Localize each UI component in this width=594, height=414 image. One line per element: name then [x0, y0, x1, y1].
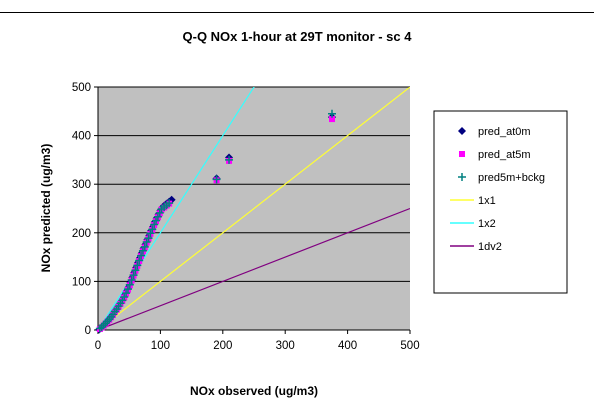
legend-swatch-marker [458, 173, 466, 181]
point-pred5m+bckg [131, 266, 140, 275]
legend-label: 1dv2 [478, 241, 502, 253]
x-tick-label: 0 [95, 340, 101, 352]
x-tick-label: 300 [276, 340, 295, 352]
y-tick-label: 300 [72, 179, 91, 191]
legend-swatch-marker [458, 127, 466, 135]
point-pred5m+bckg [148, 225, 157, 234]
y-tick-label: 0 [85, 325, 91, 337]
legend-label: pred5m+bckg [478, 172, 545, 184]
legend-item-pred_at5m: pred_at5m [459, 149, 531, 161]
point-pred5m+bckg [165, 199, 174, 208]
point-pred5m+bckg [328, 109, 336, 118]
point-pred5m+bckg [150, 220, 159, 229]
point-pred5m+bckg [153, 212, 162, 221]
point-pred5m+bckg [122, 289, 131, 298]
plot-area: 0 100 200 300 400 500 0 100 200 300 400 500 [72, 82, 420, 352]
legend-item-1x2: 1x2 [450, 218, 496, 230]
y-tick-label: 100 [72, 276, 91, 288]
point-pred5m+bckg [142, 238, 151, 247]
legend-item-pred_at0m: pred_at0m [458, 126, 531, 138]
legend-item-1dv2: 1dv2 [450, 241, 502, 253]
y-tick-label: 200 [72, 228, 91, 240]
y-tick-label: 400 [72, 131, 91, 143]
legend-label: 1x1 [478, 195, 496, 207]
point-pred5m+bckg [152, 216, 161, 225]
legend-box [433, 110, 568, 294]
point-pred5m+bckg [140, 242, 149, 251]
x-axis-label: NOx observed (ug/m3) [190, 384, 318, 398]
legend-label: 1x2 [478, 218, 496, 230]
legend-label: pred_at5m [478, 149, 531, 161]
top-rule [0, 12, 594, 13]
legend-label: pred_at0m [478, 126, 531, 138]
point-pred5m+bckg [225, 155, 234, 164]
x-tick-label: 200 [213, 340, 232, 352]
point-pred5m+bckg [137, 251, 146, 260]
point-pred5m+bckg [125, 280, 134, 289]
series-line-1dv2 [98, 207, 410, 330]
chart-title: Q-Q NOx 1-hour at 29T monitor - sc 4 [183, 29, 413, 44]
point-pred5m+bckg [212, 175, 221, 184]
point-pred_at5m [329, 116, 335, 123]
point-pred5m+bckg [120, 292, 129, 301]
y-tick-label: 500 [72, 82, 91, 94]
point-pred5m+bckg [144, 234, 153, 243]
legend: pred_at0m pred_at5m pred5m+bckg 1x1 1x2 1dv2 [433, 110, 568, 294]
point-pred5m+bckg [133, 261, 142, 270]
y-axis-label: NOx predicted (ug/m3) [39, 144, 53, 273]
point-pred5m+bckg [135, 256, 144, 265]
x-tick-label: 500 [400, 340, 419, 352]
point-pred5m+bckg [129, 271, 138, 280]
series-pred5m+bckg [95, 109, 336, 333]
x-tick-label: 400 [338, 340, 357, 352]
point-pred5m+bckg [155, 208, 164, 217]
point-pred5m+bckg [146, 229, 155, 238]
point-pred5m+bckg [127, 275, 136, 284]
x-tick-label: 100 [151, 340, 170, 352]
point-pred5m+bckg [138, 246, 147, 255]
legend-swatch-marker [459, 151, 465, 157]
legend-item-pred5m+bckg: pred5m+bckg [458, 172, 545, 184]
legend-item-1x1: 1x1 [450, 195, 496, 207]
point-pred5m+bckg [123, 285, 132, 294]
series-line-1x1 [98, 87, 410, 330]
